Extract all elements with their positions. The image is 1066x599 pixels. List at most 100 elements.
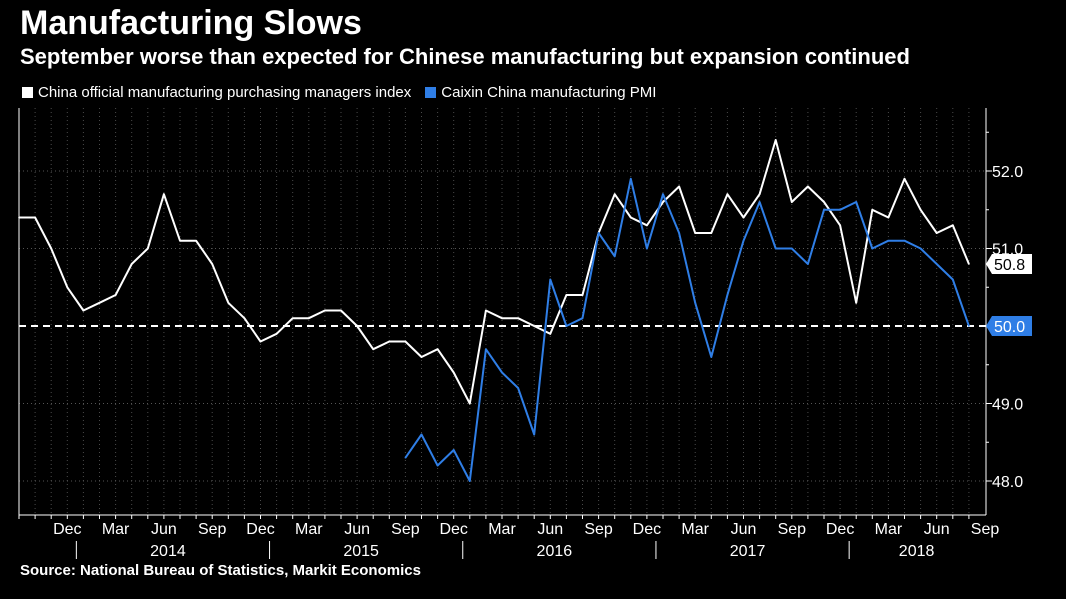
x-tick-label: Sep: [198, 521, 227, 538]
data-point: [34, 216, 36, 219]
data-point: [710, 356, 713, 358]
year-label: 2017: [730, 543, 766, 560]
data-point: [452, 449, 455, 451]
data-point: [324, 309, 326, 312]
data-point: [469, 402, 471, 405]
data-point: [630, 216, 632, 219]
data-point: [501, 317, 503, 320]
data-point: [935, 232, 938, 234]
data-point: [726, 193, 729, 196]
value-label-text: 50.8: [994, 257, 1025, 274]
data-point: [646, 224, 648, 227]
data-point: [436, 464, 439, 467]
source-note: Source: National Bureau of Statistics, M…: [20, 562, 421, 579]
data-point: [855, 301, 857, 304]
data-point: [275, 332, 278, 335]
data-point: [452, 371, 455, 374]
data-point: [50, 247, 52, 250]
data-point: [742, 216, 745, 219]
data-point: [404, 456, 407, 459]
data-point: [613, 255, 616, 258]
data-point: [839, 208, 841, 211]
value-label-text: 50.0: [994, 319, 1025, 336]
x-tick-label: Mar: [681, 521, 709, 538]
year-label: 2018: [899, 543, 935, 560]
data-point: [147, 247, 149, 250]
data-point: [952, 224, 954, 227]
series-points-official: [18, 139, 970, 405]
data-point: [935, 263, 938, 265]
data-point: [887, 239, 890, 242]
data-point: [919, 208, 922, 211]
data-point: [630, 177, 632, 180]
value-label-box: [986, 254, 1032, 274]
data-point: [968, 263, 970, 265]
data-point: [807, 185, 809, 188]
data-point: [903, 177, 906, 180]
data-point: [774, 139, 777, 141]
data-point: [710, 232, 713, 234]
data-point: [952, 278, 954, 281]
data-point: [726, 294, 729, 296]
year-label: 2014: [150, 543, 186, 560]
data-point: [517, 317, 519, 320]
data-point: [114, 294, 117, 296]
data-point: [662, 201, 664, 203]
data-point: [855, 201, 857, 203]
legend: China official manufacturing purchasing …: [22, 84, 670, 101]
data-point: [517, 387, 519, 389]
chart-subtitle: September worse than expected for Chines…: [20, 44, 910, 69]
data-point: [823, 208, 825, 211]
data-point: [807, 263, 809, 265]
data-point: [871, 208, 874, 211]
x-tick-label: Jun: [151, 521, 177, 538]
x-tick-label: Mar: [875, 521, 903, 538]
data-point: [678, 232, 680, 234]
year-label: 2016: [537, 543, 573, 560]
data-point: [694, 301, 696, 304]
data-point: [839, 224, 841, 227]
x-tick-label: Dec: [633, 521, 661, 538]
data-point: [211, 263, 213, 265]
data-point: [581, 294, 584, 296]
data-point: [823, 201, 825, 203]
data-point: [291, 317, 294, 320]
x-tick-label: Mar: [102, 521, 130, 538]
x-tick-label: Dec: [53, 521, 81, 538]
legend-item-caixin: Caixin China manufacturing PMI: [425, 84, 656, 101]
x-tick-label: Sep: [584, 521, 613, 538]
data-point: [646, 247, 648, 250]
x-tick-label: Sep: [391, 521, 420, 538]
x-tick-label: Mar: [488, 521, 516, 538]
series-line-official: [19, 139, 970, 405]
series-line-caixin: [404, 177, 970, 482]
y-tick-label: 52.0: [992, 164, 1023, 181]
data-point: [259, 340, 262, 343]
data-point: [195, 239, 197, 242]
x-tick-label: Jun: [344, 521, 370, 538]
year-label: 2015: [343, 543, 379, 560]
data-point: [227, 301, 230, 304]
data-point: [565, 325, 568, 327]
data-point: [871, 247, 874, 250]
data-point: [501, 371, 503, 374]
data-point: [485, 309, 487, 312]
legend-label-caixin: Caixin China manufacturing PMI: [441, 84, 657, 101]
chart-title: Manufacturing Slows: [20, 4, 362, 42]
y-tick-label: 48.0: [992, 474, 1023, 491]
data-point: [968, 325, 970, 327]
last-value-label-caixin: 50.0: [986, 316, 1032, 336]
data-point: [742, 239, 745, 242]
data-point: [356, 325, 358, 327]
x-tick-label: Dec: [246, 521, 274, 538]
data-point: [372, 348, 375, 351]
data-point: [98, 301, 101, 304]
data-point: [533, 433, 535, 436]
value-label-box: [986, 316, 1032, 336]
data-point: [404, 340, 407, 343]
data-point: [179, 239, 181, 242]
data-point: [758, 193, 761, 196]
data-point: [18, 216, 20, 219]
data-point: [66, 286, 69, 289]
data-point: [919, 247, 922, 250]
